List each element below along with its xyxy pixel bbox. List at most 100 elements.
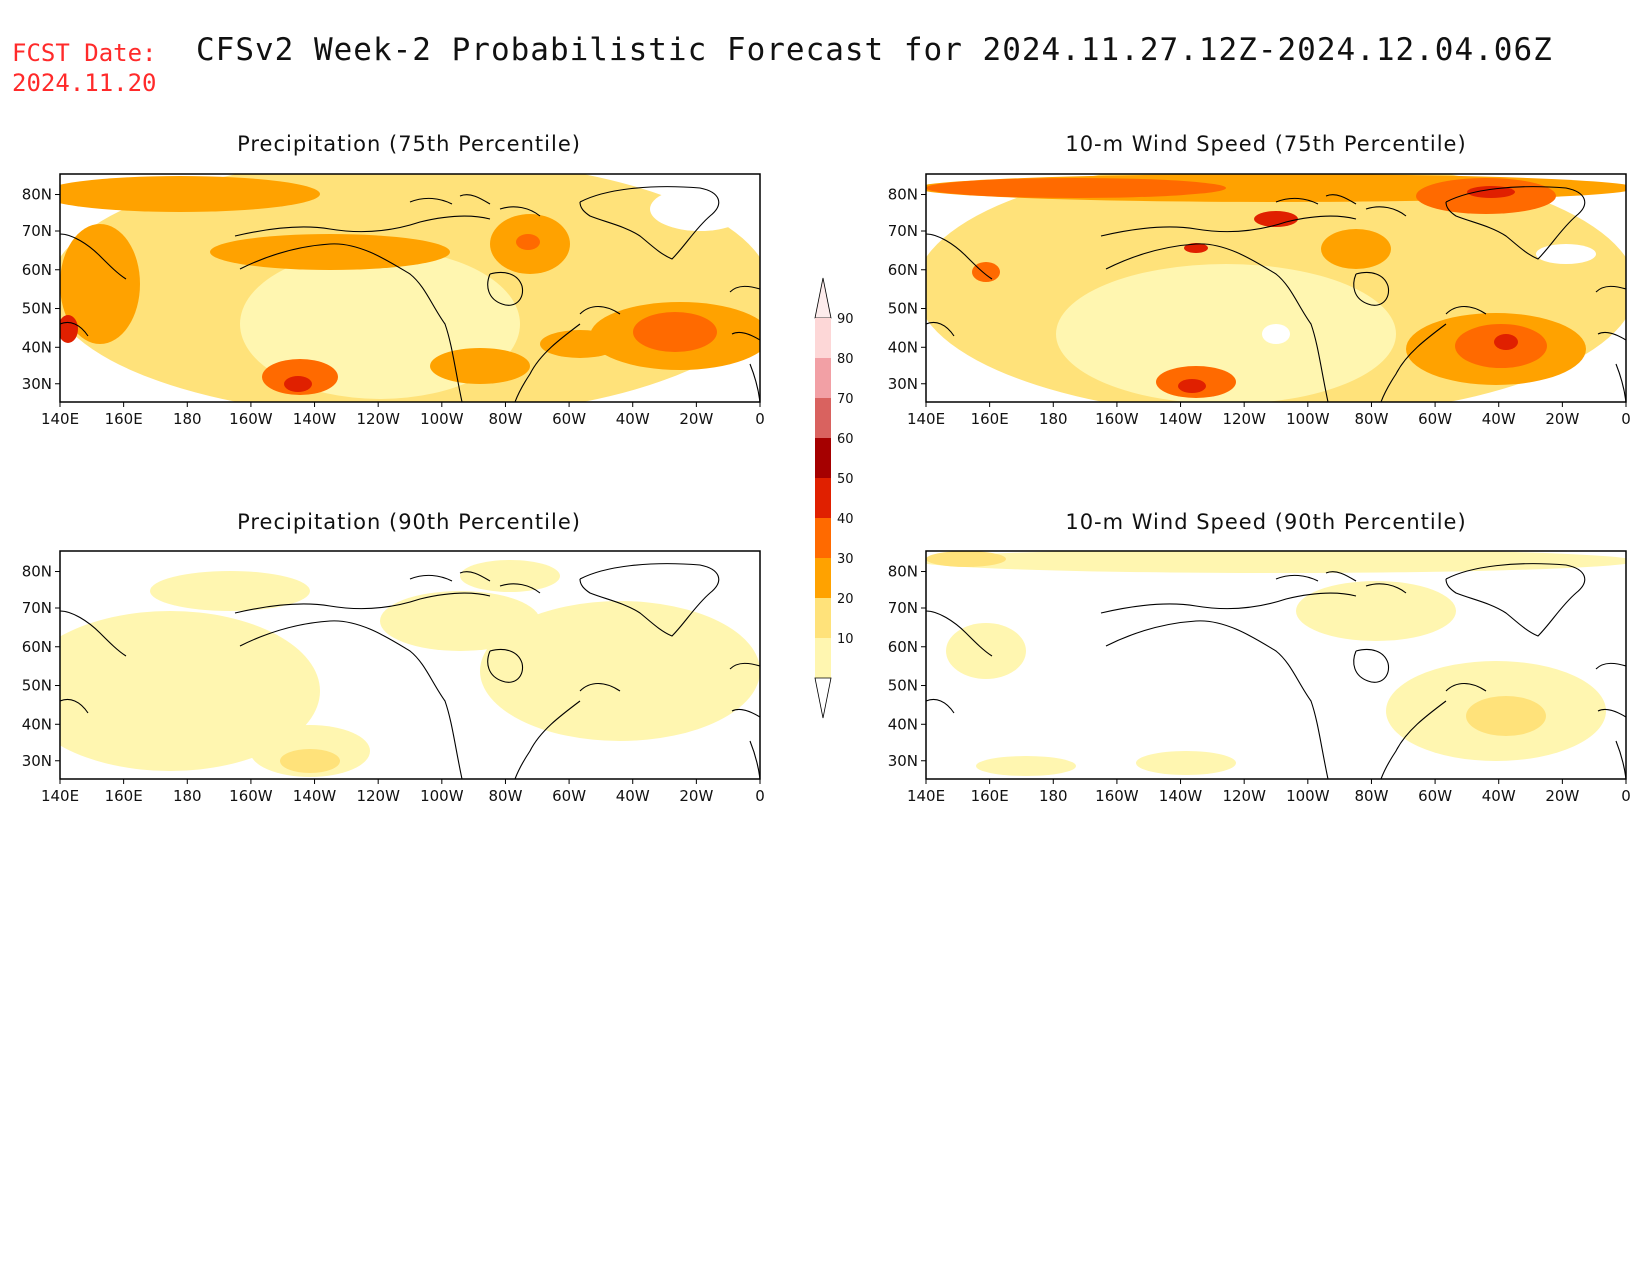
probability-contour	[284, 376, 312, 392]
probability-contour	[60, 224, 140, 344]
lon-tick-label: 160E	[105, 787, 143, 805]
lon-tick-label: 100W	[420, 410, 464, 428]
probability-contour	[516, 234, 540, 250]
lat-tick-label: 70N	[22, 599, 52, 617]
lat-tick-label: 30N	[22, 375, 52, 393]
coastline	[1353, 648, 1390, 683]
lon-tick-label: 100W	[420, 787, 464, 805]
lon-tick-label: 160W	[1095, 410, 1139, 428]
coastline	[1380, 700, 1447, 779]
colorbar-segment	[815, 438, 831, 478]
page-title: CFSv2 Week-2 Probabilistic Forecast for …	[196, 32, 1553, 68]
colorbar-label: 40	[837, 512, 854, 527]
coastline	[1445, 305, 1487, 315]
probability-contour	[280, 749, 340, 773]
lon-tick-label: 20W	[679, 410, 713, 428]
coastline	[1105, 620, 1329, 779]
coastline	[1105, 243, 1329, 402]
colorbar-bottom-arrow	[814, 677, 832, 719]
lat-tick-label: 60N	[22, 638, 52, 656]
coastline	[234, 592, 491, 614]
probability-contour	[1184, 243, 1208, 253]
lon-tick-label: 80W	[1354, 787, 1388, 805]
lon-tick-label: 120W	[356, 787, 400, 805]
shaded-field	[926, 174, 1626, 402]
lon-tick-label: 20W	[679, 787, 713, 805]
lon-tick-label: 140E	[41, 410, 79, 428]
lat-tick-label: 60N	[888, 638, 918, 656]
coastline	[487, 648, 524, 683]
probability-contour	[926, 551, 1626, 573]
map-panel-wind-90: 140E 160E 180 160W 140W 120W 100W 80W 60W 40W 20W 0…	[888, 550, 1631, 805]
lon-tick-label: 180	[173, 787, 202, 805]
coastline	[1445, 563, 1586, 637]
probability-contour	[1178, 379, 1206, 393]
coastline	[1100, 592, 1357, 614]
lon-tick-label: 20W	[1545, 787, 1579, 805]
lat-tick-label: 70N	[22, 222, 52, 240]
panel-title-wind-90: 10-m Wind Speed (90th Percentile)	[1065, 510, 1467, 534]
probability-contour	[1056, 264, 1396, 402]
lon-tick-label: 140E	[907, 410, 945, 428]
lat-tick-label: 80N	[22, 186, 52, 204]
probability-contour	[1321, 229, 1391, 269]
colorbar-group: 90 80 70 60 50 40 30 20 10	[814, 277, 854, 719]
coastline	[1275, 194, 1407, 217]
lon-tick-label: 120W	[1222, 410, 1266, 428]
lon-tick-label: 60W	[1418, 787, 1452, 805]
coastline	[579, 563, 720, 637]
probability-contour	[1536, 244, 1596, 264]
probability-contour	[650, 187, 750, 231]
probability-contour	[1494, 334, 1518, 350]
colorbar-label: 70	[837, 392, 854, 407]
probability-contour	[540, 330, 620, 358]
lat-tick-label: 40N	[22, 338, 52, 356]
colorbar-segment	[815, 518, 831, 558]
probability-contour	[972, 262, 1000, 282]
probability-contour	[460, 560, 560, 592]
colorbar-segment	[815, 398, 831, 438]
lon-tick-label: 0	[1621, 787, 1631, 805]
map-frame	[925, 173, 1627, 403]
lon-tick-label: 20W	[1545, 410, 1579, 428]
probability-contour	[1467, 186, 1515, 198]
forecast-date: FCST Date: 2024.11.20	[12, 38, 157, 98]
shaded-field	[60, 551, 760, 779]
coastline	[926, 610, 993, 714]
panel-title-wind-75: 10-m Wind Speed (75th Percentile)	[1065, 132, 1467, 156]
coastline	[409, 571, 541, 594]
lat-tick-label: 80N	[888, 186, 918, 204]
lon-tick-label: 160E	[971, 410, 1009, 428]
probability-contour	[1296, 581, 1456, 641]
coastline	[579, 186, 720, 260]
lon-tick-label: 80W	[1354, 410, 1388, 428]
panel-title-precip-75: Precipitation (75th Percentile)	[237, 132, 581, 156]
lon-tick-label: 80W	[488, 787, 522, 805]
lon-tick-label: 180	[173, 410, 202, 428]
probability-contour	[1262, 324, 1290, 344]
lat-tick-label: 30N	[888, 752, 918, 770]
map-frame	[59, 173, 761, 403]
lon-tick-label: 140W	[1159, 787, 1203, 805]
map-frame	[925, 550, 1627, 780]
coastline	[1380, 323, 1447, 402]
lon-tick-label: 80W	[488, 410, 522, 428]
lon-tick-label: 160E	[105, 410, 143, 428]
lon-tick-label: 0	[1621, 410, 1631, 428]
lat-tick-label: 80N	[888, 563, 918, 581]
probability-contour	[430, 348, 530, 384]
lon-tick-label: 180	[1039, 787, 1068, 805]
lat-tick-label: 60N	[888, 261, 918, 279]
coastline	[1100, 215, 1357, 237]
lat-tick-label: 70N	[888, 222, 918, 240]
colorbar-segment	[815, 598, 831, 638]
lon-tick-label: 140W	[293, 410, 337, 428]
probability-contour	[380, 591, 540, 651]
lon-tick-label: 160E	[971, 787, 1009, 805]
probability-contour	[480, 601, 760, 741]
coastline	[1445, 682, 1487, 692]
lon-tick-label: 140E	[41, 787, 79, 805]
colorbar-segment	[815, 638, 831, 678]
